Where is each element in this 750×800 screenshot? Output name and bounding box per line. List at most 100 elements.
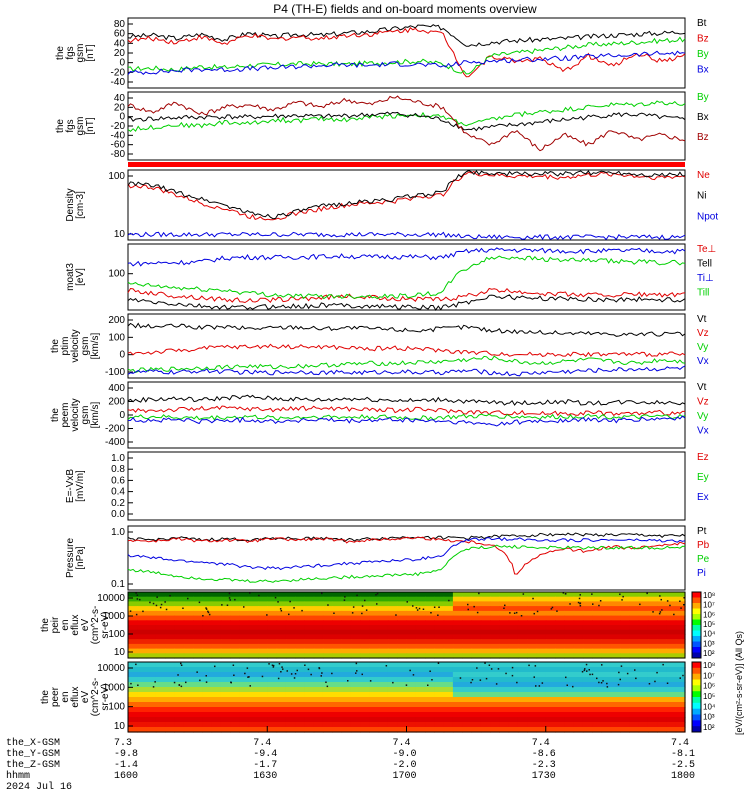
spectrogram-cell	[601, 643, 612, 650]
spectrogram-noise	[207, 611, 210, 614]
spectrogram-cell	[183, 682, 194, 688]
spectrogram-cell	[601, 625, 612, 631]
spectrogram-noise	[321, 592, 323, 595]
spectrogram-noise	[361, 673, 363, 676]
spectrogram-cell	[443, 634, 454, 640]
spectrogram-cell	[193, 662, 203, 668]
spectrogram-cell	[230, 620, 240, 626]
spectrogram-cell	[647, 629, 658, 635]
spectrogram-cell	[610, 653, 621, 659]
spectrogram-cell	[555, 592, 565, 598]
spectrogram-cell	[592, 707, 603, 713]
spectrogram-cell	[360, 667, 370, 673]
spectrogram-cell	[248, 639, 259, 645]
spectrogram-cell	[397, 672, 408, 678]
spectrogram-cell	[629, 648, 640, 654]
spectrogram-cell	[360, 639, 370, 645]
spectrogram-cell	[332, 610, 343, 617]
spectrogram-noise	[327, 604, 329, 606]
spectrogram-cell	[239, 601, 250, 607]
spectrogram-noise	[579, 594, 581, 596]
spectrogram-cell	[610, 727, 621, 733]
spectrogram-cell	[322, 712, 333, 718]
spectrogram-cell	[499, 707, 510, 713]
spectrogram-cell	[378, 629, 389, 635]
spectrogram-cell	[137, 727, 148, 733]
spectrogram-cell	[304, 643, 315, 650]
spectrogram-cell	[620, 634, 630, 640]
spectrogram-noise	[395, 614, 397, 616]
spectrogram-cell	[239, 596, 250, 602]
spectrogram-cell	[193, 643, 203, 650]
legend-Vt: Vt	[697, 314, 707, 325]
spectrogram-cell	[480, 639, 491, 645]
spectrogram-cell	[647, 648, 658, 654]
spectrogram-cell	[267, 707, 278, 713]
spectrogram-cell	[183, 648, 194, 654]
legend-Pe: Pe	[697, 554, 710, 565]
spectrogram-cell	[601, 717, 612, 723]
spectrogram-cell	[629, 712, 640, 718]
spectrogram-cell	[350, 677, 361, 683]
spectrogram-cell	[165, 712, 175, 718]
spectrogram-cell	[657, 634, 667, 640]
spectrogram-cell	[313, 643, 324, 650]
spectrogram-noise	[522, 593, 525, 595]
spectrogram-cell	[592, 682, 603, 688]
spectrogram-cell	[220, 596, 231, 602]
spectrogram-cell	[146, 653, 157, 659]
spectrogram-cell	[397, 592, 408, 598]
spectrogram-noise	[152, 686, 155, 688]
spectrogram-cell	[527, 702, 538, 708]
spectrogram-cell	[387, 692, 398, 698]
spectrogram-cell	[657, 606, 667, 612]
spectrogram-cell	[517, 620, 528, 626]
spectrogram-cell	[202, 677, 213, 683]
spectrogram-cell	[341, 662, 352, 668]
spectrogram-cell	[536, 667, 547, 673]
spectrogram-cell	[480, 610, 491, 617]
spectrogram-cell	[341, 682, 352, 688]
ephemeris-value: -2.5	[671, 760, 696, 771]
spectrogram-cell	[610, 702, 621, 708]
spectrogram-cell	[137, 712, 148, 718]
spectrogram-cell	[620, 707, 630, 713]
spectrogram-cell	[211, 707, 222, 713]
spectrogram-cell	[239, 717, 250, 723]
spectrogram-cell	[369, 610, 380, 617]
spectrogram-cell	[471, 702, 482, 708]
spectrogram-cell	[657, 615, 667, 621]
spectrogram-cell	[369, 702, 380, 708]
y-axis-label-line: peer	[50, 686, 61, 707]
spectrogram-cell	[360, 629, 370, 635]
spectrogram-noise	[619, 678, 621, 681]
spectrogram-cell	[527, 643, 538, 650]
ephemeris-value: -8.1	[671, 749, 696, 760]
spectrogram-cell	[350, 717, 361, 723]
spectrogram-cell	[248, 606, 259, 612]
spectrogram-cell	[267, 702, 278, 708]
spectrogram-cell	[443, 643, 454, 650]
spectrogram-cell	[341, 687, 352, 693]
spectrogram-cell	[564, 702, 575, 708]
spectrogram-cell	[230, 697, 240, 703]
spectrogram-cell	[193, 648, 203, 654]
ephemeris-value: 1630	[253, 771, 278, 782]
spectrogram-cell	[425, 610, 435, 617]
spectrogram-cell	[193, 592, 203, 598]
spectrogram-cell	[378, 667, 389, 673]
spectrogram-cell	[564, 592, 575, 598]
spectrogram-cell	[545, 662, 556, 668]
spectrogram-cell	[564, 610, 575, 617]
spectrogram-cell	[415, 596, 426, 602]
colorbar-segment	[692, 619, 701, 626]
spectrogram-noise	[318, 667, 321, 670]
spectrogram-noise	[635, 677, 637, 680]
spectrogram-cell	[211, 697, 222, 703]
spectrogram-cell	[378, 639, 389, 645]
spectrogram-cell	[258, 648, 268, 654]
spectrogram-cell	[295, 615, 305, 621]
spectrogram-cell	[471, 653, 482, 659]
